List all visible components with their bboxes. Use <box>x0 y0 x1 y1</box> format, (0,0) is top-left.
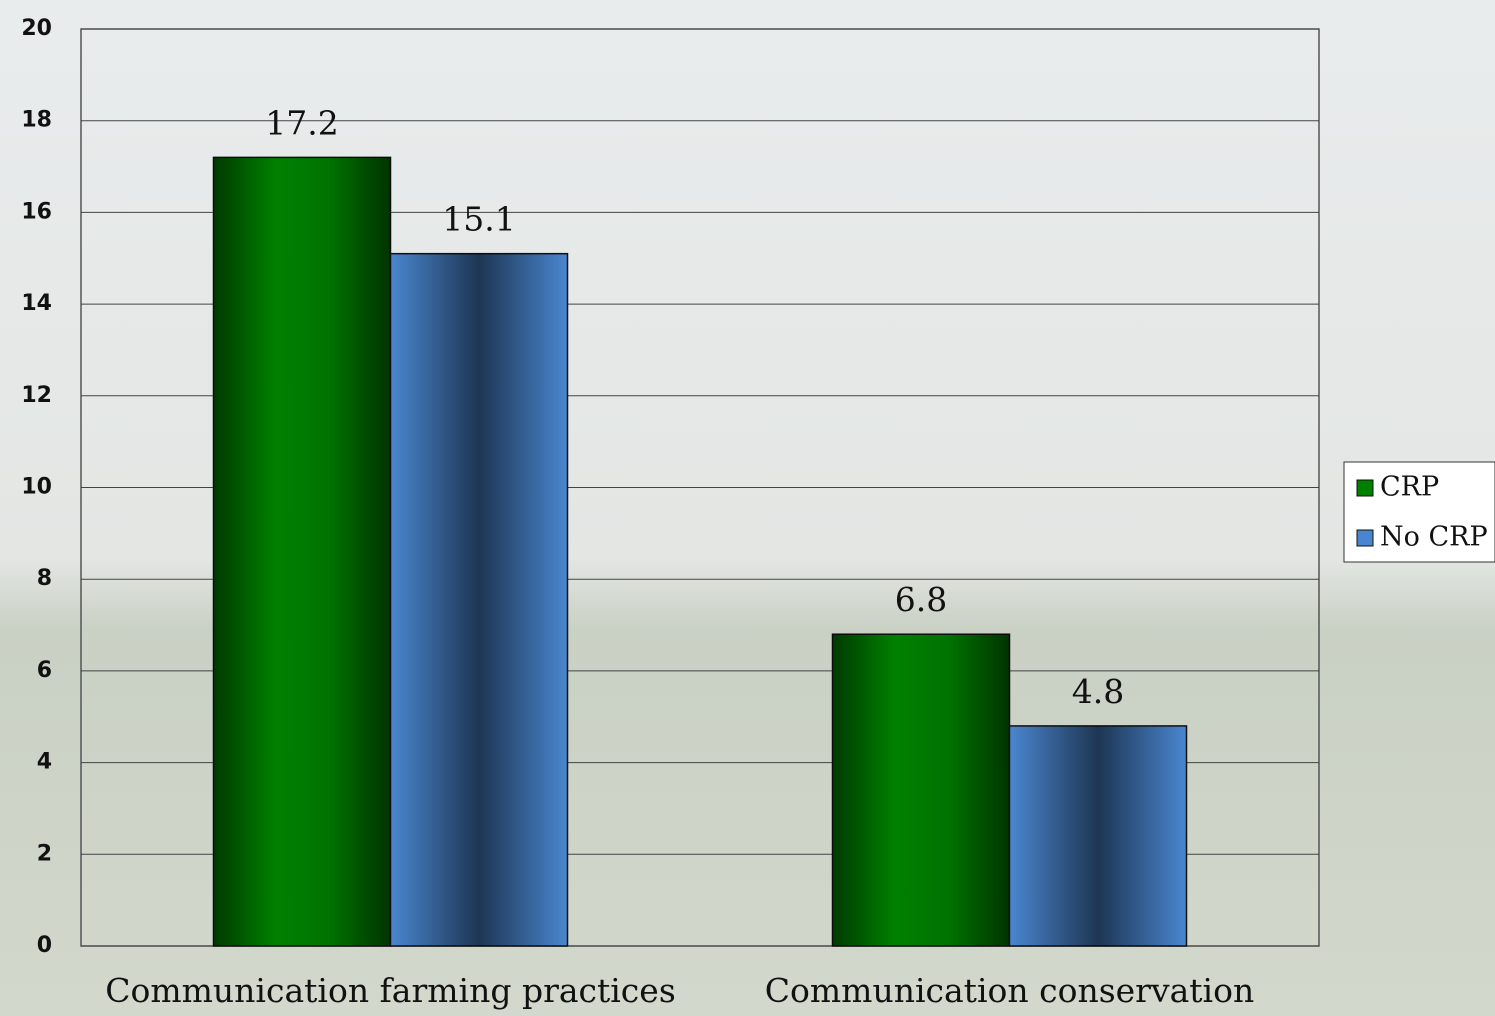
bar <box>389 252 569 947</box>
legend-label: CRP <box>1380 472 1439 503</box>
y-tick-label: 12 <box>21 383 52 408</box>
data-label: 17.2 <box>265 103 338 142</box>
y-tick-label: 16 <box>21 199 52 224</box>
y-tick-label: 14 <box>21 291 52 316</box>
bar <box>1008 725 1188 947</box>
y-tick-label: 8 <box>37 566 52 591</box>
legend-swatch <box>1356 479 1374 497</box>
data-label: 4.8 <box>1072 672 1124 711</box>
bar <box>212 156 392 947</box>
x-tick-label: Communication conservation <box>765 971 1254 1010</box>
bar <box>831 633 1011 947</box>
y-tick-label: 20 <box>21 16 52 41</box>
x-tick-label: Communication farming practices <box>105 971 676 1010</box>
y-tick-label: 18 <box>21 108 52 133</box>
legend-swatch <box>1356 529 1374 547</box>
y-tick-label: 6 <box>37 658 52 683</box>
y-tick-label: 10 <box>21 475 52 500</box>
y-tick-label: 4 <box>37 750 52 775</box>
data-label: 15.1 <box>442 200 515 239</box>
y-tick-label: 0 <box>37 933 52 958</box>
y-tick-label: 2 <box>37 841 52 866</box>
data-label: 6.8 <box>895 580 947 619</box>
legend-label: No CRP <box>1380 522 1488 553</box>
